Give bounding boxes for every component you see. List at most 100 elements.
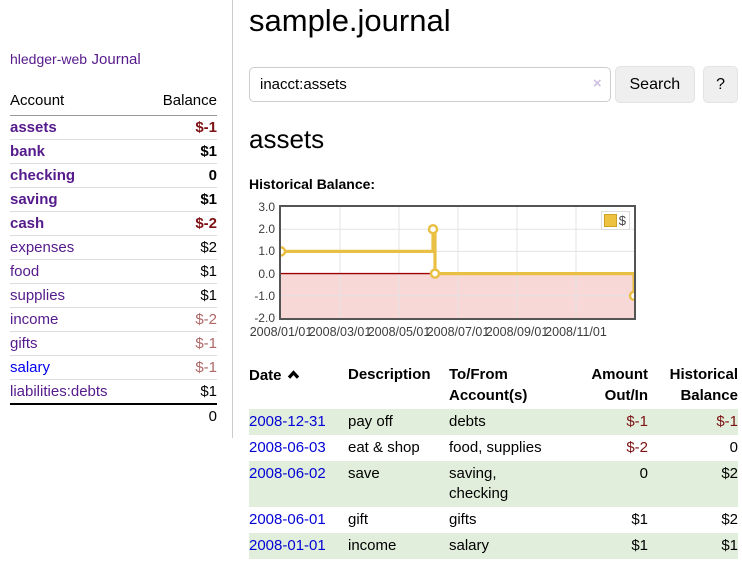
account-link-assets[interactable]: assets	[10, 119, 57, 136]
chart-label: Historical Balance:	[249, 176, 376, 192]
transaction-date-link[interactable]: 2008-12-31	[249, 413, 326, 430]
register-row: 2008-06-02 save saving, checking 0 $2	[249, 461, 738, 507]
register-col-balance-line2: Balance	[680, 387, 738, 404]
sort-ascending-icon	[287, 364, 300, 385]
transaction-description: save	[348, 465, 380, 482]
x-tick-label: 2008/05/01	[367, 325, 431, 339]
account-balance: $-1	[143, 331, 217, 356]
account-balance: $-2	[143, 211, 217, 236]
register-col-date[interactable]: Date	[249, 363, 348, 409]
account-row: salary $-1	[10, 355, 217, 380]
legend-swatch-icon	[603, 214, 617, 227]
register-row: 2008-12-31 pay off debts $-1 $-1	[249, 409, 738, 435]
transaction-description: gift	[348, 511, 369, 528]
account-link-liabilities-debts[interactable]: liabilities:debts	[10, 383, 108, 400]
x-tick-label: 2008/11/01	[545, 325, 607, 339]
app-brand-link[interactable]: hledger-web	[10, 51, 88, 67]
chart-plot-area[interactable]: $	[279, 205, 636, 320]
account-link-saving[interactable]: saving	[10, 191, 58, 208]
register-row: 2008-06-03 eat & shop food, supplies $-2…	[249, 435, 738, 461]
transaction-date-link[interactable]: 2008-06-02	[249, 465, 326, 482]
account-link-gifts[interactable]: gifts	[10, 335, 38, 352]
account-link-food[interactable]: food	[10, 263, 40, 280]
search-input-wrap: ×	[249, 67, 611, 102]
register-col-amount-line2: Out/In	[604, 387, 648, 404]
transaction-balance: $2	[721, 465, 738, 482]
register-col-balance: Historical Balance	[648, 363, 738, 409]
account-heading: assets	[249, 124, 325, 154]
transaction-accounts: debts	[449, 413, 486, 430]
sidebar-item-journal[interactable]: Journal	[91, 51, 141, 68]
account-row: food $1	[10, 259, 217, 284]
account-link-bank[interactable]: bank	[10, 143, 46, 160]
transaction-accounts: salary	[449, 537, 490, 554]
account-balance: $1	[143, 379, 217, 404]
accounts-col-balance: Balance	[143, 90, 217, 116]
y-tick-label: 1.0	[258, 244, 275, 258]
account-balance: $1	[143, 139, 217, 164]
transaction-amount: $1	[631, 511, 648, 528]
y-tick-label: 2.0	[258, 222, 275, 236]
account-balance: $-1	[143, 115, 217, 140]
account-row: cash $-2	[10, 211, 217, 236]
account-link-supplies[interactable]: supplies	[10, 287, 66, 304]
help-button[interactable]: ?	[703, 66, 738, 103]
account-balance: $1	[143, 259, 217, 284]
register-col-tofrom: To/From Account(s)	[449, 363, 553, 409]
transaction-date-link[interactable]: 2008-06-03	[249, 439, 326, 456]
x-tick-label: 2008/07/01	[426, 325, 490, 339]
account-row: checking 0	[10, 163, 217, 188]
main-content: sample.journal × Search ? assets Histori…	[249, 0, 738, 559]
historical-balance-chart: 3.0 2.0 1.0 0.0 -1.0 -2.0	[249, 200, 738, 343]
y-tick-label: 0.0	[258, 267, 275, 281]
chart-canvas	[281, 207, 634, 318]
transaction-description: eat & shop	[348, 439, 420, 456]
account-balance: $1	[143, 187, 217, 212]
account-row: bank $1	[10, 139, 217, 164]
account-row: assets $-1	[10, 115, 217, 140]
search-input[interactable]	[249, 67, 611, 102]
transaction-amount: $-1	[626, 413, 648, 430]
transaction-balance: $2	[721, 511, 738, 528]
page-title: sample.journal	[249, 3, 451, 38]
account-link-cash[interactable]: cash	[10, 215, 45, 232]
account-link-expenses[interactable]: expenses	[10, 239, 75, 256]
data-points	[281, 223, 634, 302]
clear-search-icon[interactable]: ×	[592, 75, 602, 92]
account-link-salary[interactable]: salary	[10, 359, 51, 376]
register-table: Date Description To/From Account(s) Amou…	[249, 363, 738, 559]
accounts-table-header: Account Balance	[10, 90, 217, 116]
account-row: saving $1	[10, 187, 217, 212]
y-tick-label: -1.0	[254, 289, 275, 303]
transaction-amount: $1	[631, 537, 648, 554]
transaction-accounts: saving, checking	[449, 465, 509, 502]
y-tick-label: -2.0	[254, 311, 275, 325]
accounts-total-value: 0	[143, 403, 217, 428]
search-button[interactable]: Search	[614, 66, 696, 103]
x-tick-label: 2008/03/01	[308, 325, 372, 339]
register-col-tofrom-line2: Account(s)	[449, 387, 528, 404]
accounts-table: Account Balance assets $-1 bank $1 check…	[10, 90, 217, 428]
transaction-balance: 0	[729, 439, 738, 456]
register-row: 2008-01-01 income salary $1 $1	[249, 533, 738, 559]
account-row: expenses $2	[10, 235, 217, 260]
chart-legend: $	[600, 211, 630, 230]
register-col-amount-line1: Amount	[591, 366, 648, 383]
account-balance: $2	[143, 235, 217, 260]
register-row: 2008-06-01 gift gifts $1 $2	[249, 507, 738, 533]
transaction-date-link[interactable]: 2008-01-01	[249, 537, 326, 554]
register-col-tofrom-line1: To/From	[449, 366, 508, 383]
account-link-checking[interactable]: checking	[10, 167, 76, 184]
transaction-date-link[interactable]: 2008-06-01	[249, 511, 326, 528]
transaction-amount: 0	[639, 465, 648, 482]
register-col-amount: Amount Out/In	[553, 363, 648, 409]
register-header-row: Date Description To/From Account(s) Amou…	[249, 363, 738, 409]
accounts-col-account: Account	[10, 90, 144, 116]
accounts-total-row: 0	[10, 403, 217, 428]
sidebar: hledger-web Journal Account Balance asse…	[0, 0, 233, 438]
legend-label: $	[618, 213, 626, 228]
account-balance: $-2	[143, 307, 217, 332]
search-form: × Search ?	[249, 66, 738, 103]
transaction-amount: $-2	[626, 439, 648, 456]
account-link-income[interactable]: income	[10, 311, 59, 328]
